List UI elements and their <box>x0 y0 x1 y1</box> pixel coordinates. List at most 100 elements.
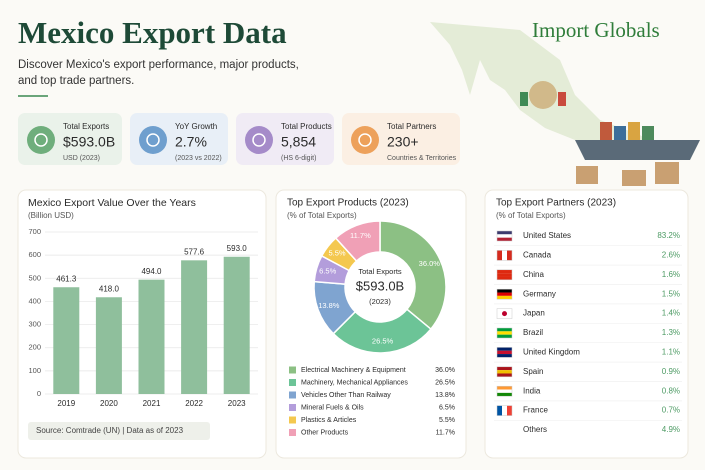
partner-name: Germany <box>523 289 556 298</box>
kpi-icon <box>351 126 379 154</box>
kpi-value: $593.0B <box>63 134 115 150</box>
flag <box>507 250 512 261</box>
x-tick-label: 2023 <box>228 399 246 408</box>
page-title: Mexico Export Data <box>18 15 287 50</box>
subtitle: and top trade partners. <box>18 75 134 87</box>
kpi-icon-glyph <box>34 133 48 147</box>
kpi-label: Total Partners <box>387 122 436 131</box>
y-tick-label: 700 <box>28 227 41 236</box>
flag <box>497 354 512 358</box>
kpi-note: USD (2023) <box>63 155 100 162</box>
legend-swatch <box>289 379 296 386</box>
emblem <box>529 81 557 109</box>
bar <box>53 287 80 394</box>
partner-share: 1.5% <box>662 289 680 298</box>
pie-slice <box>332 308 432 354</box>
center-value: $593.0B <box>356 278 404 293</box>
kpi-icon <box>139 126 167 154</box>
legend-label: Other Products <box>301 429 349 436</box>
crate <box>622 170 646 186</box>
value-label: 494.0 <box>141 267 162 276</box>
slice-label: 6.5% <box>319 267 336 276</box>
flag <box>497 347 512 351</box>
flag <box>497 289 512 293</box>
flag-border <box>496 250 513 261</box>
partner-name: United Kingdom <box>523 348 580 357</box>
kpi-note: Countries & Territories <box>387 155 457 162</box>
partner-name: Canada <box>523 251 552 260</box>
flag <box>497 276 512 280</box>
kpi-label: Total Products <box>281 122 332 131</box>
chart-subtitle: (Billion USD) <box>28 211 74 220</box>
flag <box>497 331 512 335</box>
kpi-note: (2023 vs 2022) <box>175 155 222 162</box>
legend-value: 11.7% <box>436 429 455 436</box>
legend-label: Electrical Machinery & Equipment <box>301 367 406 374</box>
flag <box>502 405 507 416</box>
container <box>628 122 640 140</box>
pie-slice <box>379 220 447 331</box>
legend-value: 26.5% <box>435 379 455 386</box>
flag-border <box>496 269 513 281</box>
flag <box>497 308 512 312</box>
kpi-label: Total Exports <box>63 122 109 131</box>
flag <box>497 370 512 374</box>
x-tick-label: 2022 <box>185 399 203 408</box>
value-label: 418.0 <box>99 284 120 293</box>
table-subtitle: (% of Total Exports) <box>496 211 566 220</box>
x-tick-label: 2021 <box>143 399 161 408</box>
legend-swatch <box>289 416 296 424</box>
flag-stripe <box>558 92 566 106</box>
partner-share: 1.3% <box>662 328 680 337</box>
partner-name: France <box>523 406 548 415</box>
bar <box>95 297 122 394</box>
y-tick-label: 0 <box>37 389 41 398</box>
container <box>600 122 612 140</box>
y-tick-label: 500 <box>28 273 41 282</box>
panel <box>484 189 689 459</box>
flag <box>502 250 507 261</box>
flag-stripe <box>520 92 528 106</box>
partner-share: 0.9% <box>662 367 680 376</box>
kpi-icon <box>245 126 273 154</box>
crate <box>655 162 679 184</box>
crate <box>576 166 598 184</box>
flag <box>497 231 512 235</box>
slice-label: 13.8% <box>318 301 340 310</box>
flag <box>497 350 512 355</box>
slice-label: 11.7% <box>350 231 371 240</box>
flag <box>497 269 512 274</box>
table-title: Top Export Partners (2023) <box>496 198 616 209</box>
flag-border <box>496 347 513 358</box>
slice-label: 36.0% <box>419 259 441 268</box>
container <box>642 126 654 140</box>
value-label: 461.3 <box>56 274 77 283</box>
kpi-icon-glyph <box>146 133 160 147</box>
flag-border <box>496 366 513 378</box>
y-tick-label: 600 <box>28 250 41 259</box>
flag-border <box>496 385 513 397</box>
partner-share: 0.7% <box>662 406 680 415</box>
kpi-note: (HS 6-digit) <box>281 155 316 162</box>
flag <box>497 373 512 377</box>
partner-share: 4.9% <box>662 425 680 434</box>
flag-border <box>496 327 513 339</box>
kpi-icon-glyph <box>252 133 266 147</box>
value-label: 577.6 <box>184 247 205 256</box>
kpi-value: 5,854 <box>281 134 316 150</box>
legend-label: Machinery, Mechanical Appliances <box>301 379 408 386</box>
x-tick-label: 2020 <box>100 399 118 408</box>
partner-name: India <box>523 386 541 395</box>
chart-subtitle: (% of Total Exports) <box>287 211 357 220</box>
flag <box>497 237 512 241</box>
flag <box>497 405 502 416</box>
flag-border <box>496 288 513 300</box>
chart-title: Mexico Export Value Over the Years <box>28 197 196 209</box>
pie-slice <box>334 220 381 263</box>
legend-value: 6.5% <box>439 404 455 411</box>
partner-name: Spain <box>523 367 543 376</box>
flag <box>502 311 507 317</box>
ship-hull <box>575 140 700 160</box>
